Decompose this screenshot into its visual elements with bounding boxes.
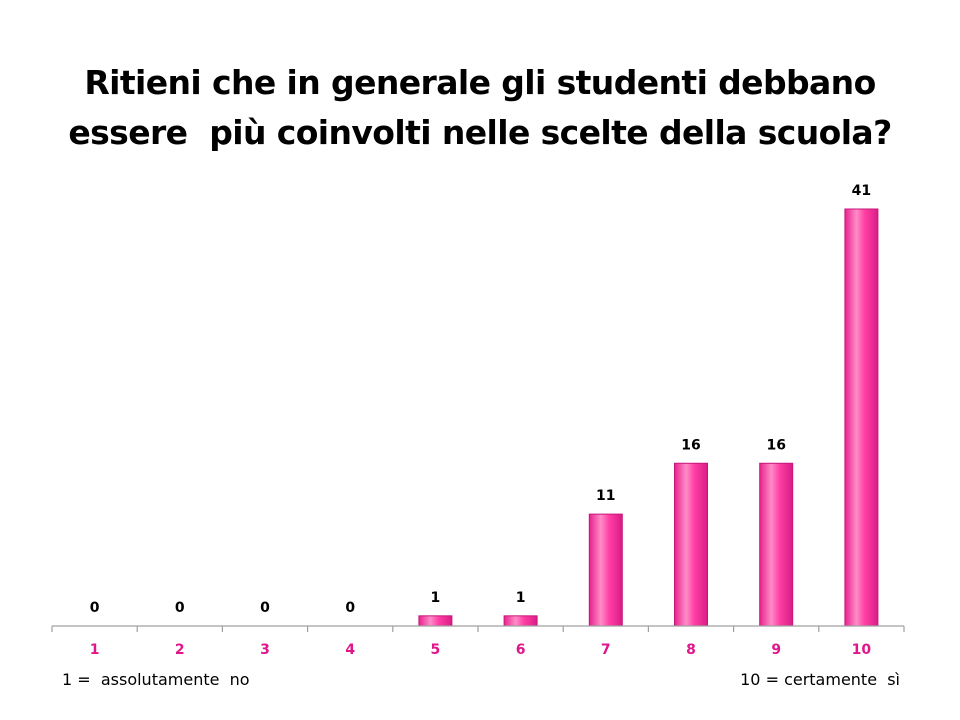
bar-5 <box>418 615 453 627</box>
category-label-1: 1 <box>90 642 100 658</box>
bar-9 <box>759 462 794 627</box>
chart-title: Ritieni che in generale gli studenti deb… <box>40 58 920 158</box>
bar-8 <box>674 462 708 627</box>
data-label-9: 16 <box>766 437 785 453</box>
scale-note-left: 1 = assolutamente no <box>62 670 250 689</box>
category-label-8: 8 <box>686 642 696 658</box>
scale-note-right: 10 = certamente sì <box>740 670 900 689</box>
data-label-8: 16 <box>681 437 700 453</box>
data-label-7: 11 <box>596 488 615 504</box>
data-label-4: 0 <box>345 600 355 616</box>
data-label-3: 0 <box>260 600 270 616</box>
bar-6 <box>503 615 538 627</box>
x-axis <box>51 625 905 632</box>
bar-7 <box>588 513 623 627</box>
bars-group <box>418 208 879 627</box>
category-label-9: 9 <box>771 642 781 658</box>
category-label-7: 7 <box>601 642 611 658</box>
data-label-5: 1 <box>431 590 441 606</box>
category-label-10: 10 <box>852 642 872 658</box>
bar-10 <box>844 208 879 627</box>
category-label-6: 6 <box>516 642 526 658</box>
data-label-10: 41 <box>852 183 871 199</box>
category-label-2: 2 <box>175 642 185 658</box>
category-labels-group: 1 2 3 4 5 6 7 8 9 10 <box>90 642 872 658</box>
data-label-2: 0 <box>175 600 185 616</box>
data-label-6: 1 <box>516 590 526 606</box>
category-label-4: 4 <box>345 642 355 658</box>
category-label-5: 5 <box>431 642 441 658</box>
category-label-3: 3 <box>260 642 270 658</box>
data-label-1: 0 <box>90 600 100 616</box>
chart-title-line-2: essere più coinvolti nelle scelte della … <box>68 113 892 152</box>
chart-title-line-1: Ritieni che in generale gli studenti deb… <box>84 63 876 102</box>
